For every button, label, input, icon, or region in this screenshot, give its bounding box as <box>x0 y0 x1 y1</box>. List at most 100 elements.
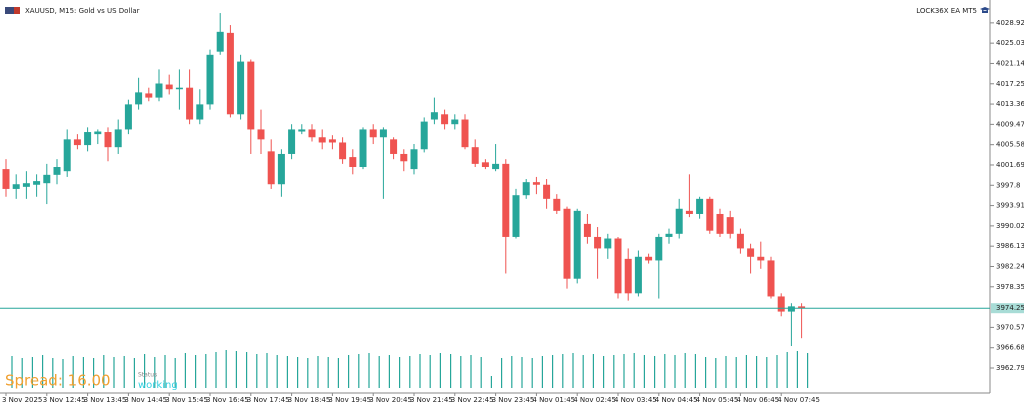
x-tick-label: 4 Nov 01:45 <box>532 396 575 404</box>
candle-body <box>420 121 428 150</box>
candle-body <box>665 233 673 237</box>
y-tick-label: 4017.25 <box>996 80 1024 88</box>
candle-body <box>63 139 71 172</box>
candle-body <box>696 198 704 214</box>
candle-body <box>135 92 143 105</box>
candle-body <box>390 139 398 154</box>
candle-body <box>206 54 214 105</box>
y-tick-label: 4021.14 <box>996 59 1024 67</box>
y-tick-label: 3962.79 <box>996 364 1024 372</box>
candle-body <box>532 182 540 185</box>
symbol-icon <box>14 7 20 14</box>
y-tick-label: 3997.8 <box>996 181 1021 189</box>
candle-body <box>553 198 561 211</box>
candle-body <box>543 184 551 199</box>
y-tick-label: 4001.69 <box>996 161 1024 169</box>
candle-body <box>328 139 336 143</box>
candle-body <box>614 238 622 294</box>
x-tick-label: 3 Nov 13:45 <box>84 396 127 404</box>
x-tick-label: 3 Nov 21:45 <box>410 396 453 404</box>
candle-body <box>492 163 500 170</box>
candle-body <box>798 306 806 309</box>
candle-body <box>73 139 81 146</box>
candle-body <box>624 258 632 294</box>
candle-body <box>349 157 357 168</box>
candle-body <box>94 131 102 135</box>
candle-body <box>655 236 663 261</box>
x-tick-label: 4 Nov 04:45 <box>655 396 698 404</box>
status: working <box>138 380 178 391</box>
y-tick-label: 3966.68 <box>996 344 1024 352</box>
candle-body <box>33 181 41 185</box>
candle-body <box>53 167 61 175</box>
candle-body <box>451 119 459 125</box>
candle-body <box>196 104 204 120</box>
candle-body <box>481 162 489 168</box>
candle-body <box>226 32 234 115</box>
candle-body <box>512 195 520 237</box>
x-tick-label: 4 Nov 02:45 <box>573 396 616 404</box>
candle-body <box>175 87 183 90</box>
candle-body <box>379 129 387 138</box>
candle-body <box>308 129 316 138</box>
candle-body <box>22 183 30 187</box>
x-tick-label: 4 Nov 06:45 <box>736 396 779 404</box>
candle-body <box>634 256 642 294</box>
chart-title: XAUUSD, M15: Gold vs US Dollar <box>25 7 140 15</box>
candle-body <box>583 223 591 237</box>
x-tick-label: 3 Nov 2025 <box>2 396 42 404</box>
candle-body <box>685 210 693 214</box>
candle-body <box>216 31 224 52</box>
candle-body <box>675 208 683 234</box>
candle-body <box>400 153 408 162</box>
candle-body <box>339 142 347 160</box>
candle-body <box>155 83 163 98</box>
y-tick-label: 4025.03 <box>996 39 1024 47</box>
candle-body <box>84 132 92 146</box>
y-tick-label: 4013.36 <box>996 100 1024 108</box>
y-tick-label: 3986.13 <box>996 242 1024 250</box>
candle-body <box>2 169 10 189</box>
candle-body <box>594 236 602 249</box>
status-label: Status <box>138 372 157 379</box>
candle-body <box>298 129 306 132</box>
candle-body <box>787 306 795 312</box>
y-tick-label: 3982.24 <box>996 262 1024 270</box>
candle-body <box>747 248 755 257</box>
x-tick-label: 3 Nov 14:45 <box>124 396 167 404</box>
candle-body <box>471 147 479 164</box>
x-tick-label: 3 Nov 22:45 <box>451 396 494 404</box>
candle-body <box>267 151 275 185</box>
y-tick-label: 4005.58 <box>996 141 1024 149</box>
candle-body <box>757 256 765 261</box>
candle-body <box>145 93 153 98</box>
candle-body <box>12 184 20 189</box>
x-tick-label: 3 Nov 19:45 <box>328 396 371 404</box>
candle-body <box>767 260 775 297</box>
candle-body <box>257 129 265 140</box>
y-tick-label: 3993.91 <box>996 202 1024 210</box>
candle-body <box>247 61 255 130</box>
candle-body <box>716 213 724 234</box>
candle-body <box>736 233 744 249</box>
candle-body <box>369 129 377 138</box>
candle-body <box>165 84 173 90</box>
x-tick-label: 3 Nov 15:45 <box>165 396 208 404</box>
symbol-icon <box>5 7 14 14</box>
x-tick-label: 3 Nov 17:45 <box>247 396 290 404</box>
current-price-box <box>991 303 1024 314</box>
candle-body <box>288 129 296 154</box>
candle-body <box>645 256 653 261</box>
candle-body <box>114 129 122 148</box>
candle-body <box>237 61 245 115</box>
candle-body <box>604 238 612 249</box>
candle-body <box>502 163 510 237</box>
candle-body <box>726 217 734 234</box>
y-tick-label: 3970.57 <box>996 323 1024 331</box>
candle-body <box>461 119 469 148</box>
spread: Spread: 16.00 <box>5 372 111 390</box>
candle-body <box>441 114 449 125</box>
x-tick-label: 4 Nov 07:45 <box>777 396 820 404</box>
